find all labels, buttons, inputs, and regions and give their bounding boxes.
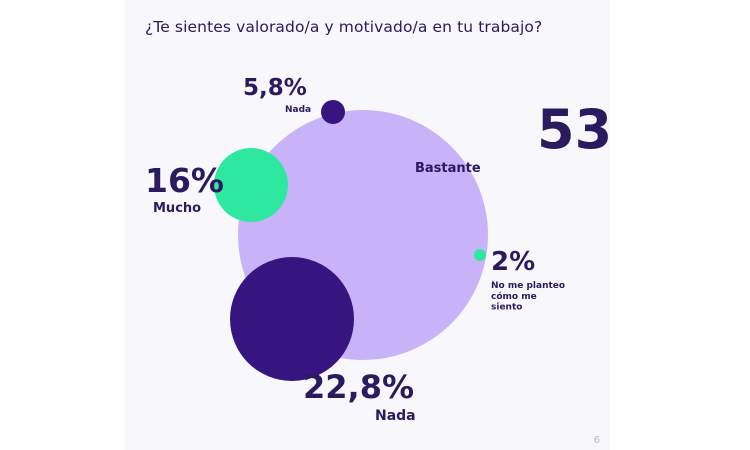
category-label-mucho: Mucho: [153, 201, 201, 216]
bubble-mucho: [214, 148, 288, 222]
value-label-no-me-planteo: 2%: [491, 247, 535, 277]
value-label-nada-small: 5,8%: [243, 75, 307, 101]
bubble-no-me-planteo: [474, 249, 486, 261]
value-label-bastante: 53,3%: [537, 98, 610, 161]
category-label-no-me-planteo: No me planteo cómo me siento: [491, 281, 565, 313]
chart-title: ¿Te sientes valorado/a y motivado/a en t…: [145, 18, 543, 36]
page-number: 6: [593, 435, 600, 446]
category-label-nada-large: Nada: [375, 408, 416, 424]
category-label-bastante: Bastante: [415, 161, 481, 176]
category-label-nada-small: Nada: [285, 105, 311, 115]
bubble-chart: 53,3% Bastante 22,8% Nada 16%Mucho 5,8% Nada 2%…: [145, 75, 610, 424]
value-label-nada-large: 22,8%: [303, 368, 414, 406]
bubble-nada-large: [230, 257, 354, 381]
value-label-mucho: 16%: [145, 161, 224, 200]
slide-panel: ¿Te sientes valorado/a y motivado/a en t…: [125, 0, 610, 450]
bubble-nada-small: [321, 100, 345, 124]
